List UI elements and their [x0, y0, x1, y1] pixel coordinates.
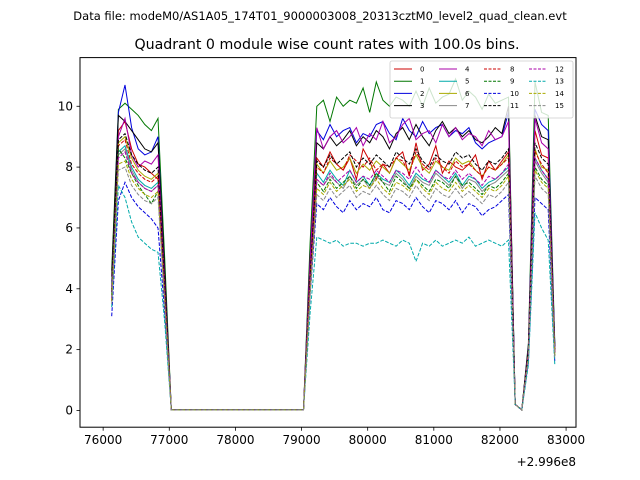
legend-box — [389, 60, 574, 119]
legend-label-7: 7 — [465, 102, 469, 110]
x-tick-label: 77000 — [150, 433, 188, 447]
series-line-3 — [111, 106, 556, 411]
legend-label-15: 15 — [555, 102, 564, 110]
legend-label-13: 13 — [555, 78, 564, 86]
y-tick-label: 4 — [65, 282, 73, 296]
y-tick-label: 2 — [65, 343, 73, 357]
x-offset-label: +2.996e8 — [517, 455, 576, 469]
x-tick-label: 78000 — [216, 433, 254, 447]
y-tick-label: 6 — [65, 221, 73, 235]
chart-title: Quadrant 0 module wise count rates with … — [134, 37, 519, 53]
chart-suptitle: Data file: modeM0/AS1A05_174T01_90000030… — [73, 9, 567, 23]
legend-label-2: 2 — [420, 90, 424, 98]
series-line-13 — [111, 183, 556, 411]
series-line-1 — [111, 77, 556, 411]
x-tick-label: 81000 — [415, 433, 453, 447]
x-tick-label: 80000 — [349, 433, 387, 447]
series-line-7 — [111, 148, 556, 411]
legend-label-9: 9 — [510, 78, 514, 86]
y-tick-label: 0 — [65, 403, 73, 417]
x-tick-label: 82000 — [481, 433, 519, 447]
x-axis: 76000 77000 78000 79000 80000 81000 82000 83000 — [84, 427, 585, 447]
legend-label-11: 11 — [510, 102, 519, 110]
series-line-12 — [111, 150, 556, 411]
x-tick-label: 76000 — [84, 433, 122, 447]
legend-label-8: 8 — [510, 66, 514, 74]
series-line-15 — [111, 166, 556, 411]
legend-label-0: 0 — [420, 66, 424, 74]
legend-label-6: 6 — [465, 90, 470, 98]
x-tick-label: 83000 — [547, 433, 585, 447]
legend-label-3: 3 — [420, 102, 424, 110]
series-line-9 — [111, 147, 556, 411]
legend-label-5: 5 — [465, 78, 469, 86]
plot-frame — [79, 57, 577, 428]
series-line-14 — [111, 160, 556, 411]
y-axis: 0 2 4 6 8 10 — [58, 99, 80, 417]
y-tick-label: 10 — [58, 99, 73, 113]
series-line-10 — [111, 180, 556, 411]
legend-label-4: 4 — [465, 66, 470, 74]
legend-label-1: 1 — [420, 78, 424, 86]
legend-label-10: 10 — [510, 90, 519, 98]
series-line-8 — [111, 138, 556, 411]
series-line-11 — [111, 132, 556, 411]
series-layer — [111, 77, 556, 411]
legend-label-12: 12 — [555, 66, 564, 74]
y-tick-label: 8 — [65, 160, 73, 174]
legend-label-14: 14 — [555, 90, 564, 98]
x-tick-label: 79000 — [282, 433, 320, 447]
